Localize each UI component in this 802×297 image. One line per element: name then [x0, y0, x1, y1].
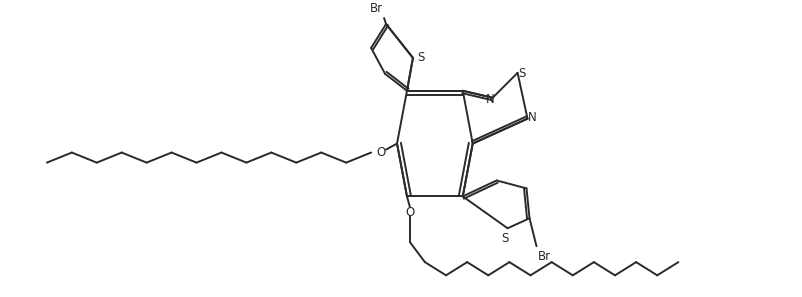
Text: O: O — [405, 206, 414, 219]
Text: S: S — [500, 232, 508, 245]
Text: N: N — [486, 93, 494, 106]
Text: O: O — [376, 146, 385, 159]
Text: Br: Br — [369, 1, 383, 15]
Text: Br: Br — [537, 250, 550, 263]
Text: S: S — [417, 51, 424, 64]
Text: S: S — [517, 67, 525, 80]
Text: N: N — [528, 111, 537, 124]
